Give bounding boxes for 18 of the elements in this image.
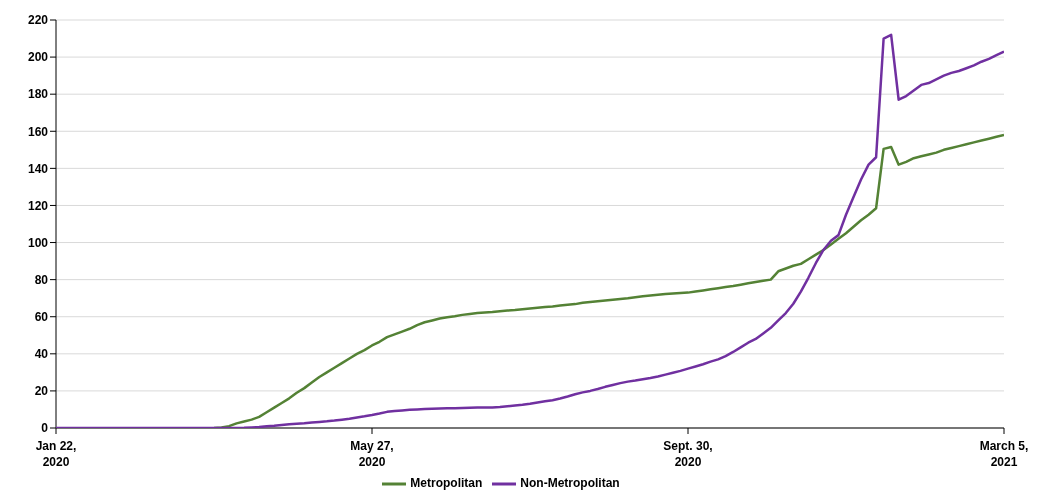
y-tick-label: 20 — [34, 384, 49, 399]
y-tick-label: 180 — [27, 87, 49, 102]
y-tick-label: 140 — [27, 161, 49, 176]
y-tick-label: 100 — [27, 235, 49, 250]
y-tick-label: 40 — [34, 347, 49, 362]
legend-label: Non-Metropolitan — [520, 476, 620, 491]
y-tick-label: 80 — [34, 272, 49, 287]
x-tick-label: Sept. 30, 2020 — [663, 439, 713, 469]
x-tick-label: Jan 22, 2020 — [35, 439, 77, 469]
y-tick-label: 120 — [27, 198, 49, 213]
y-tick-label: 60 — [34, 309, 49, 324]
legend-label: Metropolitan — [410, 476, 483, 491]
y-tick-label: 200 — [27, 50, 49, 65]
x-tick-label: May 27, 2020 — [350, 439, 394, 469]
y-tick-label: 160 — [27, 124, 49, 139]
y-tick-label: 220 — [27, 13, 49, 28]
y-tick-label: 0 — [41, 421, 49, 436]
x-tick-label: March 5, 2021 — [979, 439, 1029, 469]
